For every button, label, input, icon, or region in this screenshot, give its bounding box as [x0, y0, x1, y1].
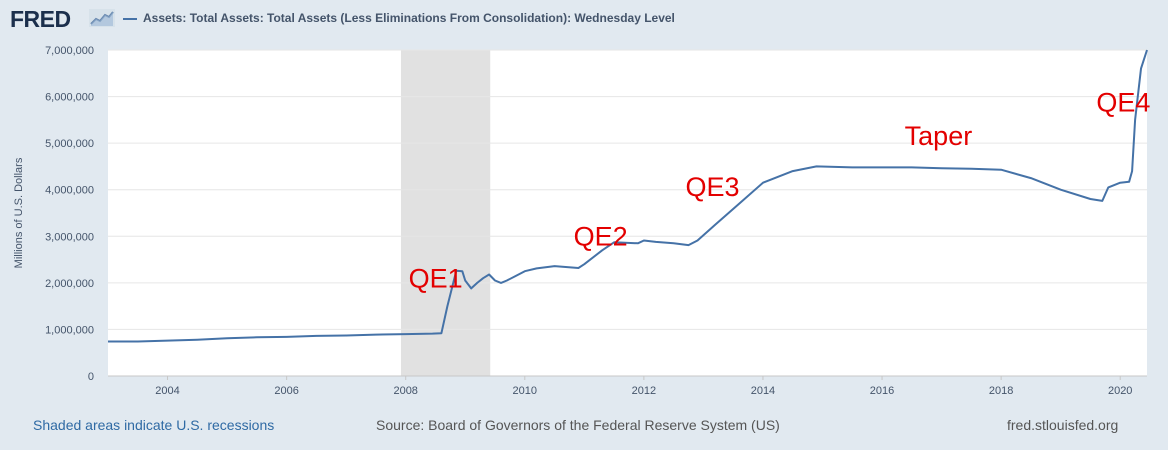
y-tick-label: 5,000,000 — [45, 138, 94, 150]
y-axis-ticks: 0 1,000,000 2,000,000 3,000,000 4,000,000 5,0… — [45, 45, 94, 383]
annotation-label: QE2 — [574, 222, 628, 252]
x-tick-label: 2020 — [1108, 385, 1132, 397]
x-tick-label: 2018 — [989, 385, 1013, 397]
annotation-label: Taper — [905, 121, 973, 151]
x-tick-label: 2004 — [155, 385, 179, 397]
y-tick-label: 2,000,000 — [45, 278, 94, 290]
x-tick-label: 2006 — [274, 385, 298, 397]
y-tick-label: 3,000,000 — [45, 231, 94, 243]
x-axis-ticks: 2004 2006 2008 2010 2012 2014 2016 2018 2020 — [155, 376, 1132, 397]
y-tick-label: 0 — [88, 371, 94, 383]
x-tick-label: 2008 — [393, 385, 417, 397]
fred-logo-graph-icon — [89, 9, 115, 27]
annotation-layer: QE1 QE2 QE3 Taper QE4 — [409, 87, 1151, 293]
grid-layer — [108, 49, 1147, 377]
y-tick-label: 4,000,000 — [45, 185, 94, 197]
legend-title: Assets: Total Assets: Total Assets (Less… — [143, 11, 675, 25]
recession-note-link[interactable]: Shaded areas indicate U.S. recessions — [33, 417, 275, 433]
annotation-label: QE3 — [686, 172, 740, 202]
source-note: Source: Board of Governors of the Federa… — [376, 417, 780, 433]
x-tick-label: 2010 — [513, 385, 537, 397]
x-tick-label: 2016 — [870, 385, 894, 397]
legend-swatch — [123, 18, 137, 20]
series-layer — [108, 49, 1148, 343]
y-tick-label: 1,000,000 — [45, 324, 94, 336]
y-tick-label: 7,000,000 — [45, 45, 94, 57]
y-tick-label: 6,000,000 — [45, 92, 94, 104]
recession-layer — [400, 50, 491, 376]
chart-header: FRED Assets: Total Assets: Total Assets … — [0, 0, 1168, 40]
annotation-label: QE4 — [1096, 87, 1150, 117]
annotation-label: QE1 — [409, 264, 463, 294]
x-tick-label: 2012 — [632, 385, 656, 397]
x-tick-label: 2014 — [751, 385, 775, 397]
fred-logo[interactable]: FRED — [10, 6, 71, 32]
y-axis-label: Millions of U.S. Dollars — [13, 157, 25, 268]
plot-area-background — [108, 50, 1147, 376]
fred-site-link[interactable]: fred.stlouisfed.org — [1007, 417, 1119, 433]
series-line-total-assets — [108, 49, 1148, 343]
recession-band — [400, 50, 491, 376]
